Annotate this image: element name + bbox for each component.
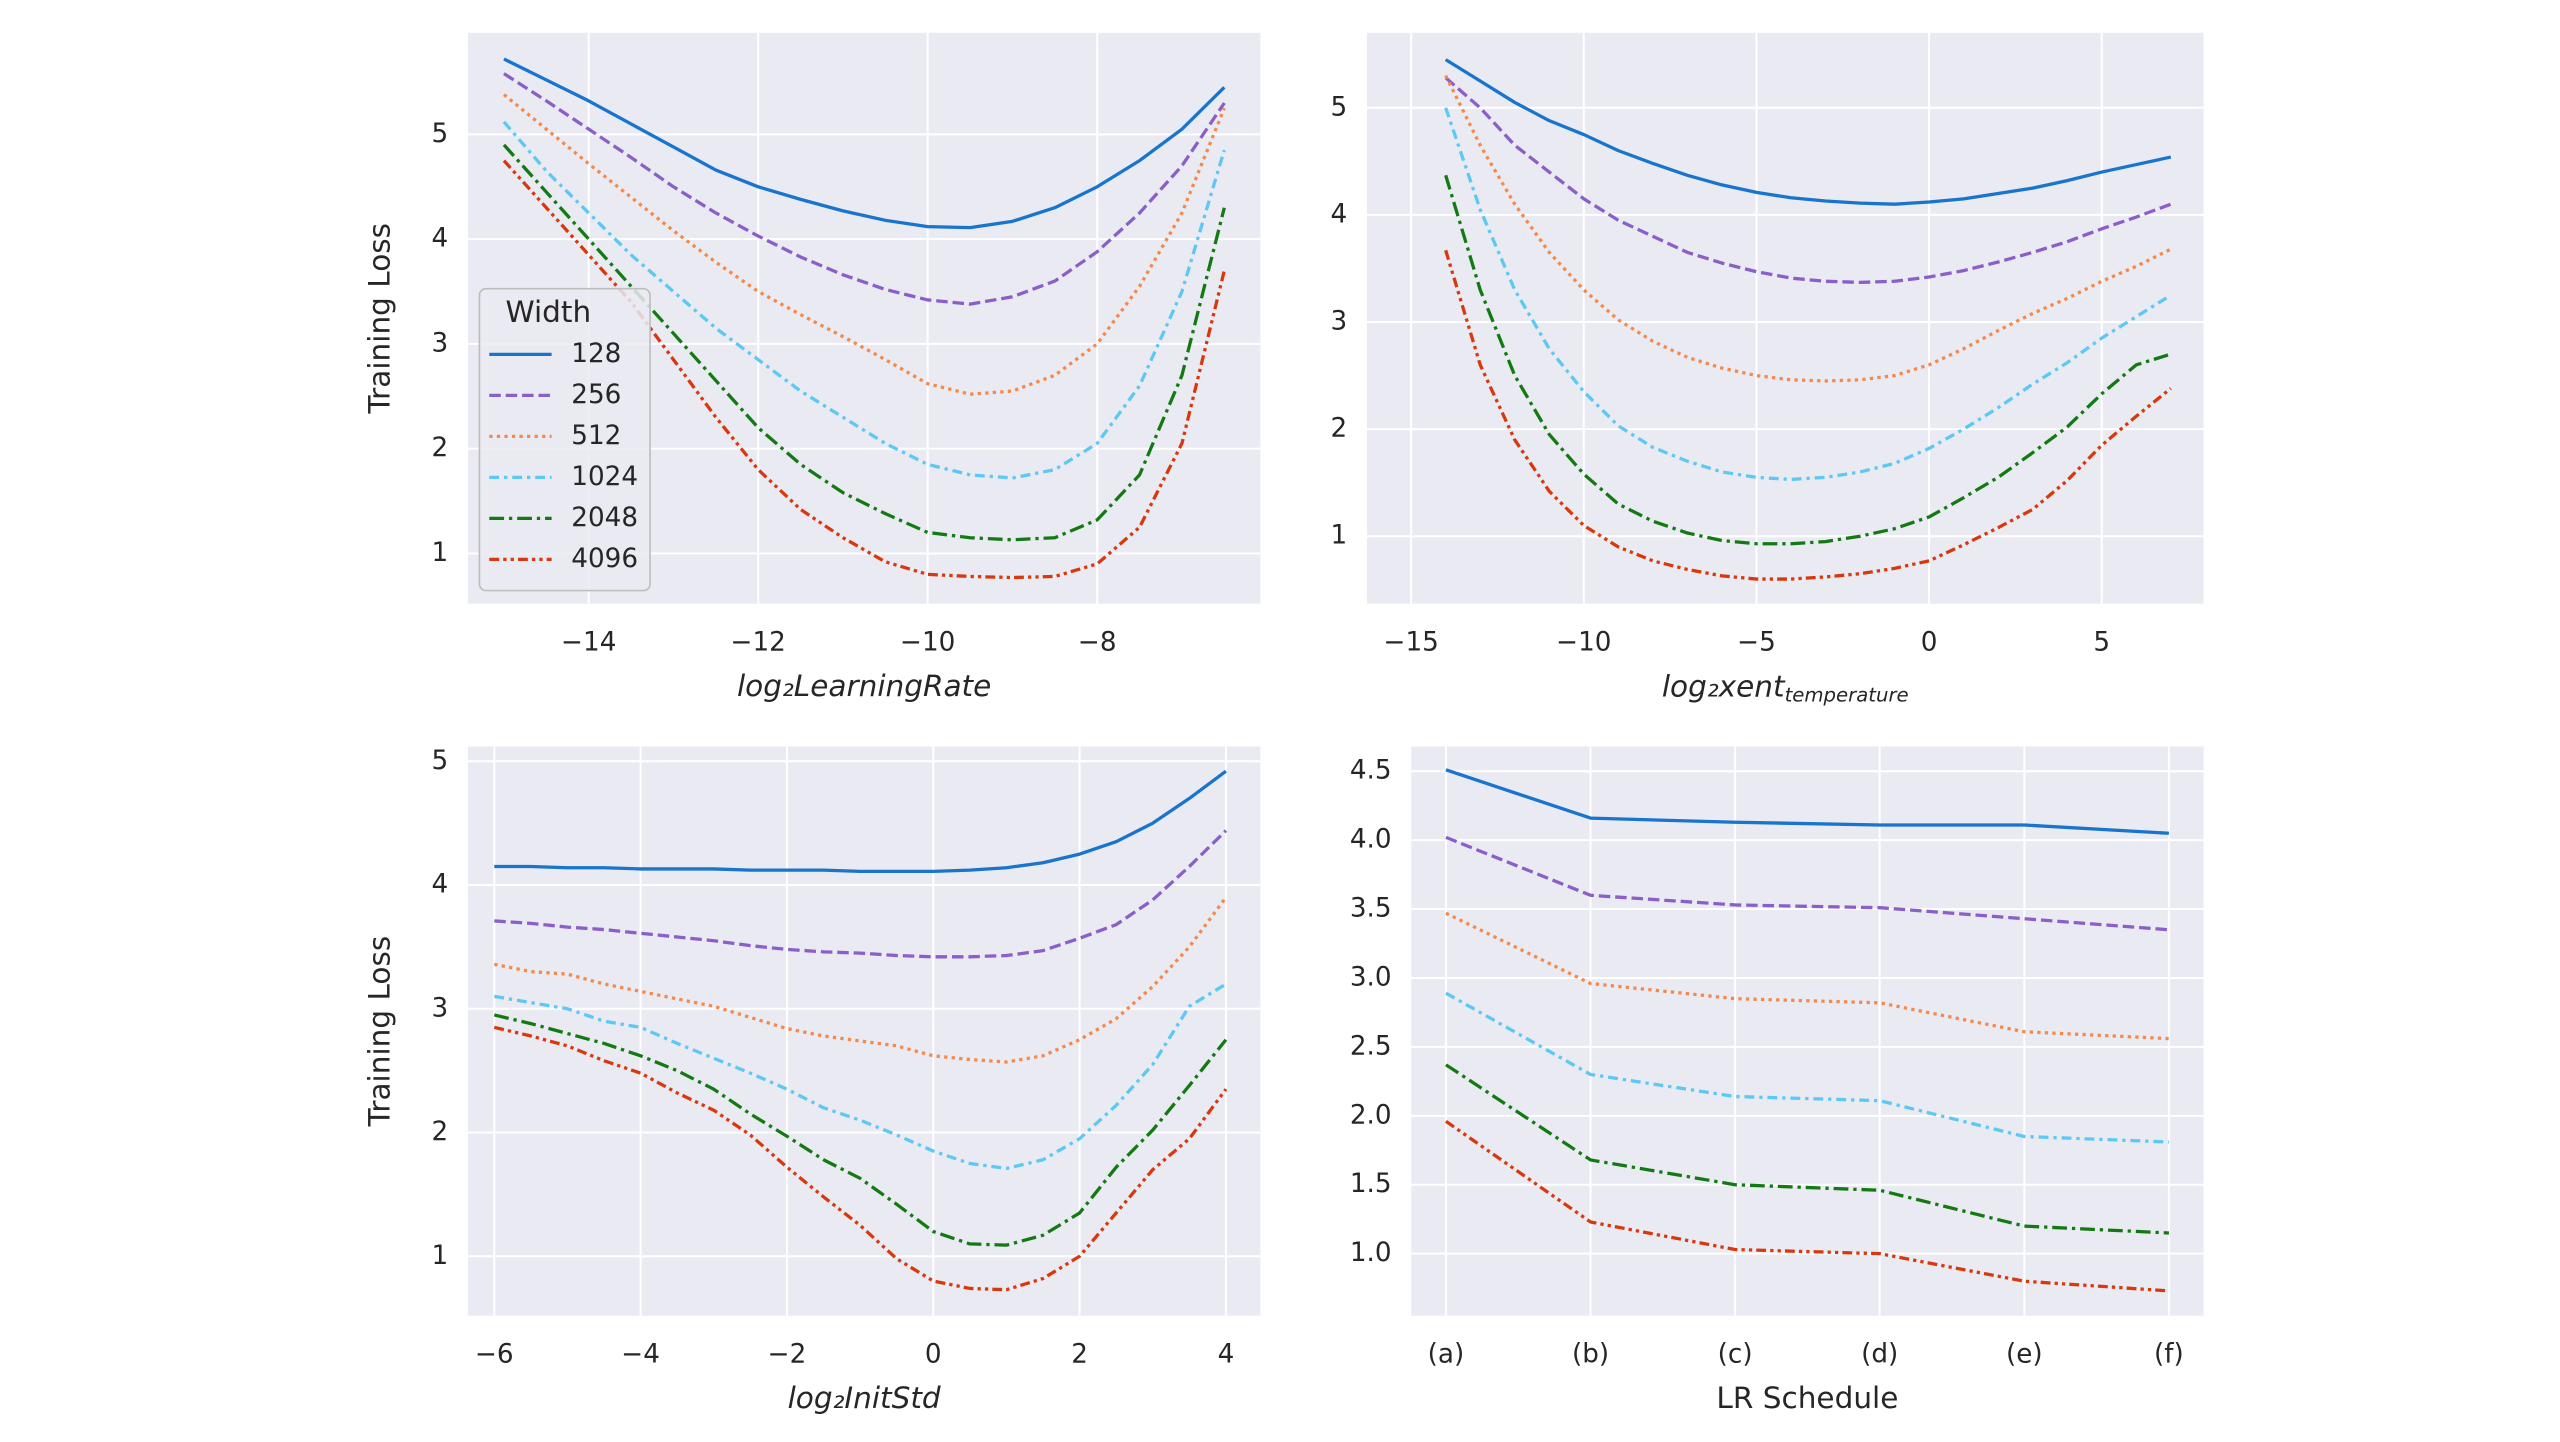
series-line: [503, 57, 1226, 230]
series-line: [1444, 58, 2172, 206]
y-tick-label: 3: [432, 993, 449, 1023]
y-tick-label: 1: [1331, 521, 1348, 551]
series-line: [1444, 174, 2172, 546]
series-line: [502, 143, 1226, 542]
x-tick-label: 5: [2093, 628, 2110, 658]
y-tick-label: 3.5: [1350, 894, 1392, 924]
x-tick-label: (d): [1861, 1340, 1898, 1370]
x-tick-label: −10: [1556, 628, 1611, 658]
series-line: [1445, 768, 2169, 835]
x-tick-label: (a): [1428, 1340, 1465, 1370]
series-line: [494, 769, 1227, 874]
series-line: [1445, 991, 2169, 1144]
y-tick-label: 1.5: [1350, 1169, 1392, 1199]
x-tick-label: −15: [1383, 628, 1438, 658]
y-tick-label: 2: [1331, 414, 1348, 444]
series-line: [493, 1013, 1228, 1247]
plot-area: [1411, 746, 2204, 1316]
legend-label: 128: [571, 339, 621, 369]
series-line: [1444, 249, 2172, 581]
series-line: [502, 120, 1226, 480]
legend-label: 4096: [571, 544, 638, 574]
y-tick-label: 4: [1331, 199, 1348, 229]
y-tick-label: 2: [432, 433, 449, 463]
x-tick-label: −6: [475, 1340, 514, 1370]
series-line: [1445, 1063, 2169, 1235]
y-axis-label: Training Loss: [363, 223, 397, 415]
x-tick-label: (c): [1718, 1340, 1753, 1370]
y-tick-label: 4: [432, 224, 449, 254]
y-tick-label: 5: [432, 119, 449, 149]
y-tick-label: 3.0: [1350, 962, 1392, 992]
legend-frame: [478, 287, 651, 592]
y-tick-label: 5: [432, 746, 449, 776]
x-tick-label: −14: [561, 628, 616, 658]
y-tick-label: 2: [432, 1117, 449, 1147]
x-tick-label: (b): [1572, 1340, 1609, 1370]
y-tick-label: 4.5: [1350, 756, 1392, 786]
x-tick-label: −10: [900, 628, 955, 658]
y-tick-label: 5: [1331, 92, 1348, 122]
series-line: [493, 896, 1228, 1064]
y-tick-label: 4: [432, 870, 449, 900]
series-line: [503, 72, 1226, 306]
legend-label: 1024: [571, 462, 638, 492]
y-tick-label: 2.0: [1350, 1100, 1392, 1130]
legend-title: Width: [505, 295, 591, 329]
series-line: [1444, 1119, 2170, 1293]
x-tick-label: −8: [1078, 628, 1117, 658]
series-line: [1445, 911, 2169, 1041]
series-line: [494, 829, 1228, 959]
series-line: [1444, 107, 2172, 482]
x-tick-label: 0: [1921, 628, 1938, 658]
legend-label: 512: [571, 421, 621, 451]
plot-area: [1366, 32, 2204, 604]
y-tick-label: 3: [1331, 307, 1348, 337]
legend-label: 256: [571, 380, 621, 410]
x-axis-label-subscript: temperature: [1785, 683, 1909, 706]
legend-label: 2048: [571, 503, 638, 533]
x-axis-label: log₂xenttemperature: [1662, 669, 1909, 706]
plot-area: [467, 746, 1261, 1316]
y-axis-label: Training Loss: [363, 936, 397, 1128]
series-line: [502, 93, 1226, 396]
y-tick-label: 1: [432, 538, 449, 568]
series-line: [1445, 835, 2170, 932]
x-tick-label: 2: [1071, 1340, 1088, 1370]
x-tick-label: −5: [1737, 628, 1776, 658]
y-tick-label: 2.5: [1350, 1031, 1392, 1061]
x-tick-label: 4: [1218, 1340, 1235, 1370]
x-tick-label: (e): [2006, 1340, 2043, 1370]
y-tick-label: 1: [432, 1241, 449, 1271]
x-axis-label-main: log₂xent: [1662, 669, 1786, 703]
x-axis-label: LR Schedule: [1716, 1381, 1898, 1415]
x-tick-label: (f): [2154, 1340, 2184, 1370]
x-tick-label: −2: [768, 1340, 807, 1370]
x-axis-label: log₂InitStd: [788, 1381, 941, 1415]
x-tick-label: −4: [621, 1340, 660, 1370]
y-tick-label: 3: [432, 328, 449, 358]
x-axis-label: log₂LearningRate: [737, 669, 991, 703]
y-tick-label: 1.0: [1350, 1238, 1392, 1268]
x-tick-label: −12: [731, 628, 786, 658]
y-tick-label: 4.0: [1350, 825, 1392, 855]
x-tick-label: 0: [925, 1340, 942, 1370]
